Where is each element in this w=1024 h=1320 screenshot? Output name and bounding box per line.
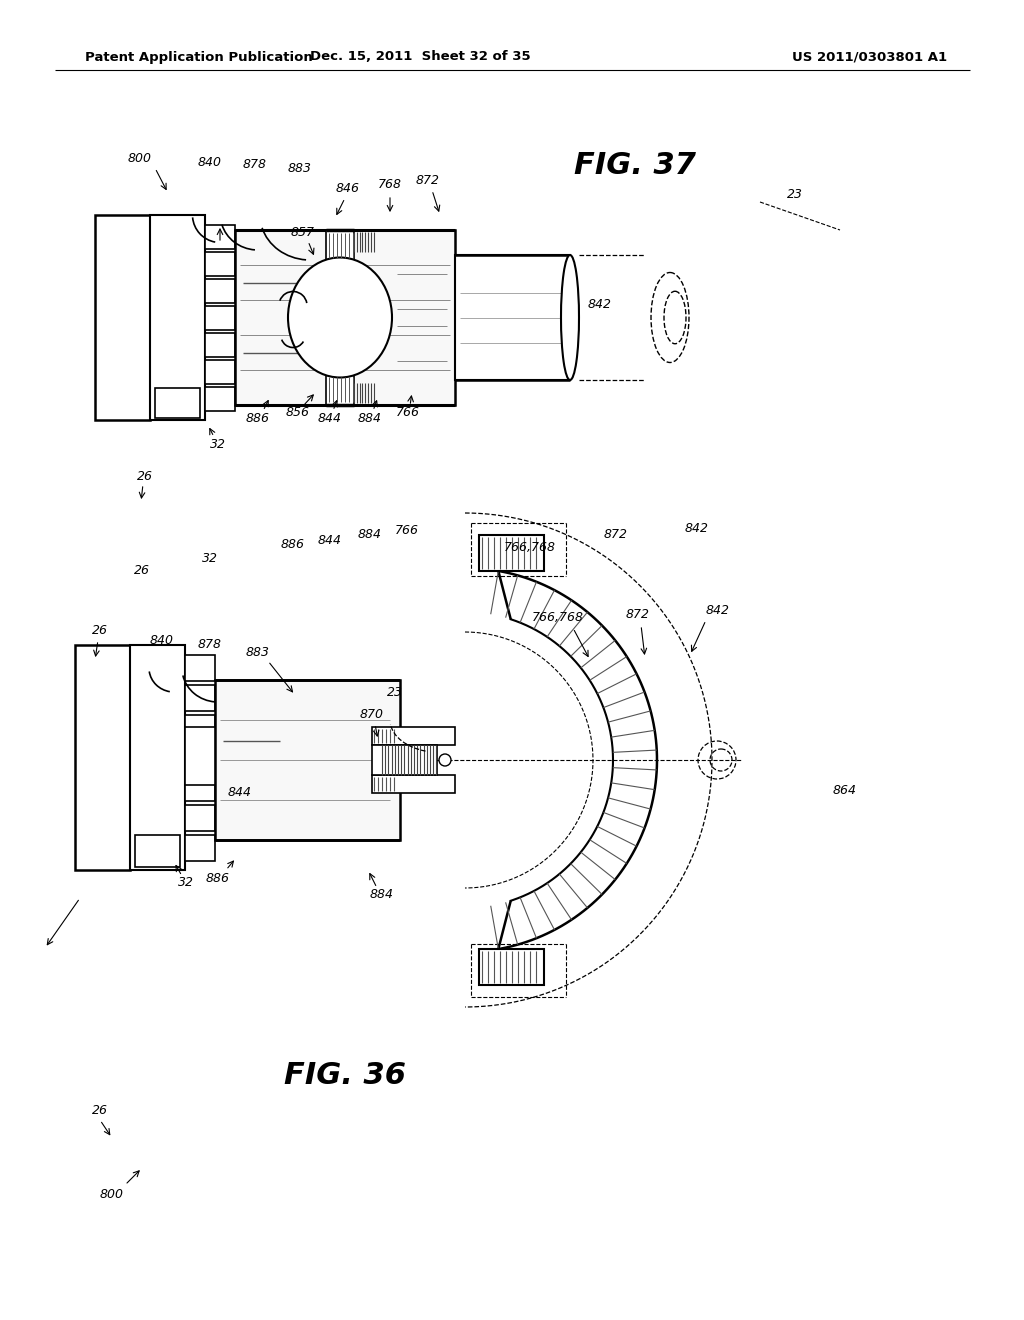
Text: 857: 857 <box>291 226 315 239</box>
Text: FIG. 36: FIG. 36 <box>284 1060 406 1089</box>
Text: 884: 884 <box>370 888 394 902</box>
Text: 846: 846 <box>336 181 360 194</box>
Bar <box>455 255 570 380</box>
Text: 842: 842 <box>706 603 730 616</box>
Text: 32: 32 <box>202 552 218 565</box>
Text: 26: 26 <box>134 564 150 577</box>
Text: 840: 840 <box>198 157 222 169</box>
Bar <box>185 804 215 830</box>
Text: 872: 872 <box>626 609 650 622</box>
Text: 872: 872 <box>604 528 628 541</box>
Text: 886: 886 <box>246 412 270 425</box>
Bar <box>372 744 437 775</box>
Bar <box>155 388 200 418</box>
Bar <box>205 252 234 276</box>
Text: 26: 26 <box>92 623 108 636</box>
Bar <box>479 535 544 572</box>
Bar <box>372 775 455 793</box>
Ellipse shape <box>288 257 392 378</box>
Text: 768: 768 <box>378 178 402 191</box>
Text: 800: 800 <box>100 1188 124 1201</box>
Text: 883: 883 <box>288 161 312 174</box>
Text: Dec. 15, 2011  Sheet 32 of 35: Dec. 15, 2011 Sheet 32 of 35 <box>309 50 530 63</box>
Bar <box>326 230 354 405</box>
Text: 766: 766 <box>396 407 420 420</box>
Text: 842: 842 <box>685 521 709 535</box>
Bar <box>185 744 215 771</box>
Text: 32: 32 <box>210 438 226 451</box>
Text: 886: 886 <box>281 539 305 552</box>
Text: 766,768: 766,768 <box>532 611 584 624</box>
Text: 844: 844 <box>318 533 342 546</box>
Text: 872: 872 <box>416 173 440 186</box>
Text: 766,768: 766,768 <box>504 541 556 554</box>
Text: 864: 864 <box>833 784 857 796</box>
Bar <box>372 727 455 744</box>
Text: 870: 870 <box>360 709 384 722</box>
Text: 844: 844 <box>318 412 342 425</box>
Text: FIG. 37: FIG. 37 <box>574 150 696 180</box>
Text: 840: 840 <box>150 634 174 647</box>
Bar <box>215 680 400 840</box>
Bar <box>185 714 215 741</box>
Text: Patent Application Publication: Patent Application Publication <box>85 50 312 63</box>
Text: 884: 884 <box>358 528 382 541</box>
Text: 23: 23 <box>387 686 403 700</box>
Bar <box>185 775 215 800</box>
Bar <box>205 359 234 384</box>
Text: 878: 878 <box>243 158 267 172</box>
Bar <box>185 727 215 785</box>
Text: 883: 883 <box>246 647 270 660</box>
Text: 844: 844 <box>228 787 252 800</box>
Text: 886: 886 <box>206 871 230 884</box>
Text: 26: 26 <box>137 470 153 483</box>
Bar <box>205 305 234 330</box>
Ellipse shape <box>561 255 579 380</box>
Text: 878: 878 <box>198 639 222 652</box>
Bar <box>135 836 180 867</box>
Bar <box>95 215 150 420</box>
Bar <box>185 685 215 710</box>
Text: US 2011/0303801 A1: US 2011/0303801 A1 <box>793 50 947 63</box>
Bar <box>205 279 234 302</box>
Circle shape <box>439 754 451 766</box>
Text: 842: 842 <box>588 298 612 312</box>
Bar <box>479 949 544 985</box>
Bar <box>205 224 234 248</box>
Text: 884: 884 <box>358 412 382 425</box>
Bar <box>185 834 215 861</box>
Bar <box>75 645 130 870</box>
Text: 32: 32 <box>178 876 194 890</box>
Text: 766: 766 <box>395 524 419 536</box>
Bar <box>205 333 234 356</box>
Bar <box>150 215 205 420</box>
Bar <box>130 645 185 870</box>
Text: 23: 23 <box>787 189 803 202</box>
Bar <box>185 655 215 681</box>
Text: 26: 26 <box>92 1104 108 1117</box>
Bar <box>205 387 234 411</box>
Text: 800: 800 <box>128 152 152 165</box>
Text: 856: 856 <box>286 407 310 420</box>
Bar <box>234 230 455 405</box>
